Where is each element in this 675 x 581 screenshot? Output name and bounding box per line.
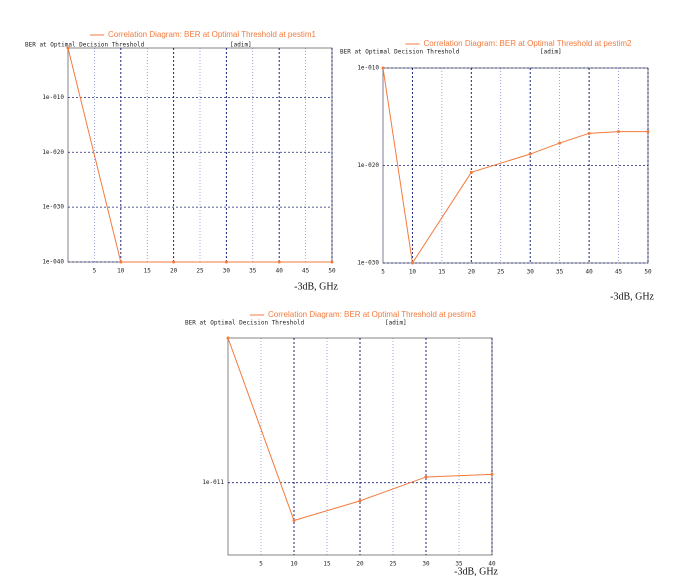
data-point (469, 170, 473, 174)
data-point (224, 260, 228, 264)
series-line (67, 47, 332, 263)
y-axis-label: BER at Optimal Decision Threshold (340, 49, 460, 56)
plot-area (67, 47, 333, 263)
data-point (119, 260, 123, 264)
x-tick-label: 40 (276, 268, 284, 275)
x-tick-label: 15 (438, 269, 446, 276)
data-point (226, 336, 230, 340)
data-point (424, 475, 428, 479)
x-tick-label: 45 (302, 268, 310, 275)
data-point (358, 499, 362, 503)
data-point (587, 131, 591, 135)
y-axis-unit: [adim] (540, 49, 562, 56)
x-tick-label: 15 (323, 561, 331, 568)
x-axis-label: -3dB, GHz (294, 281, 338, 292)
x-tick-label: 10 (409, 269, 417, 276)
data-point (528, 152, 532, 156)
x-tick-label: 25 (389, 561, 397, 568)
y-tick-label: 1e-010 (42, 94, 64, 101)
x-tick-label: 30 (422, 561, 430, 568)
legend-label: Correlation Diagram: BER at Optimal Thre… (268, 310, 476, 319)
y-axis-label: BER at Optimal Decision Threshold (25, 42, 145, 49)
x-tick-label: 35 (556, 269, 564, 276)
data-point (558, 141, 562, 145)
data-point (617, 130, 621, 134)
x-tick-label: 20 (356, 561, 364, 568)
x-tick-label: 25 (497, 269, 505, 276)
y-tick-label: 1e-040 (42, 259, 64, 266)
x-axis-label: -3dB, GHz (454, 566, 498, 577)
y-tick-label: 1e-020 (357, 162, 379, 169)
legend-label: Correlation Diagram: BER at Optimal Thre… (424, 39, 632, 48)
x-tick-label: 15 (144, 268, 152, 275)
x-tick-label: 5 (381, 269, 385, 276)
x-tick-label: 25 (196, 268, 204, 275)
y-axis-unit: [adim] (230, 42, 252, 49)
x-axis-label: -3dB, GHz (610, 291, 654, 302)
data-point (277, 260, 281, 264)
data-point (66, 46, 70, 50)
x-tick-label: 30 (223, 268, 231, 275)
y-axis-label: BER at Optimal Decision Threshold (185, 320, 305, 327)
y-tick-label: 1e-030 (357, 260, 379, 267)
y-axis-unit: [adim] (385, 320, 407, 327)
y-tick-label: 1e-020 (42, 149, 64, 156)
data-point (410, 261, 414, 265)
x-tick-label: 5 (93, 268, 97, 275)
y-tick-label: 1e-011 (202, 479, 224, 486)
data-point (172, 260, 176, 264)
x-tick-label: 10 (290, 561, 298, 568)
x-tick-label: 20 (170, 268, 178, 275)
x-tick-label: 40 (585, 269, 593, 276)
series-line (382, 67, 648, 265)
x-tick-label: 30 (527, 269, 535, 276)
y-tick-label: 1e-010 (357, 65, 379, 72)
x-tick-label: 5 (259, 561, 263, 568)
x-tick-label: 35 (249, 268, 257, 275)
x-tick-label: 20 (468, 269, 476, 276)
x-tick-label: 35 (455, 561, 463, 568)
data-point (646, 130, 650, 134)
x-tick-label: 40 (488, 561, 496, 568)
data-point (381, 66, 385, 70)
legend-label: Correlation Diagram: BER at Optimal Thre… (108, 30, 316, 39)
x-tick-label: 10 (117, 268, 125, 275)
data-point (330, 260, 334, 264)
y-tick-label: 1e-030 (42, 204, 64, 211)
x-tick-label: 45 (615, 269, 623, 276)
data-point (490, 472, 494, 476)
data-point (292, 518, 296, 522)
x-tick-label: 50 (644, 269, 652, 276)
x-tick-label: 50 (328, 268, 336, 275)
